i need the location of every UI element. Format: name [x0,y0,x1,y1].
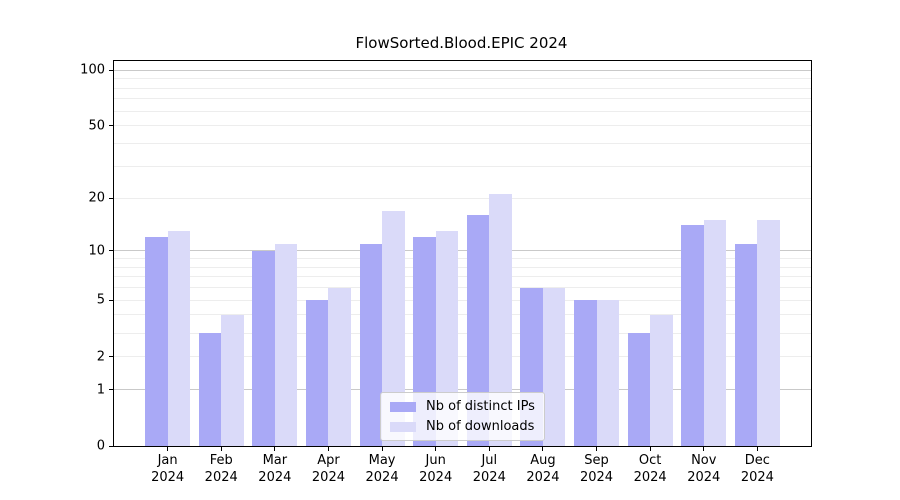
bar-distinct-ips [198,333,222,446]
x-tick [488,447,490,451]
y-tick [109,356,113,358]
bar-distinct-ips [574,300,597,446]
major-gridline [114,69,811,71]
bar-downloads [328,287,351,446]
major-gridline [114,389,811,391]
y-tick-label: 5 [96,292,105,308]
y-tick [109,389,113,391]
x-tick [381,447,383,451]
y-tick [109,250,113,252]
legend-label-downloads: Nb of downloads [426,419,535,434]
bar-downloads [382,210,405,446]
y-tick [109,125,113,127]
y-tick [109,69,113,71]
bar-distinct-ips [252,250,275,446]
minor-gridline [114,110,811,112]
minor-gridline [114,314,811,316]
x-tick [327,447,329,451]
minor-gridline [114,125,811,127]
legend-swatch-distinct-ips [390,401,416,412]
bar-downloads [167,231,191,446]
y-tick [109,197,113,199]
y-tick-label: 10 [88,243,105,259]
x-tick-label: Mar 2024 [258,453,292,485]
minor-gridline [114,266,811,268]
x-tick-label: Jan 2024 [151,453,185,485]
legend-item-downloads: Nb of downloads [390,419,535,434]
x-tick-label: Jul 2024 [472,453,506,485]
x-tick [649,447,651,451]
major-gridline [114,250,811,252]
bar-distinct-ips [681,225,704,446]
x-tick [542,447,544,451]
x-tick [756,447,758,451]
bar-downloads [757,220,780,446]
plot-area: 0 1 2 5 10 20 50 100 Jan 2024 Feb 2024 Mar 2024 Apr… [80,60,812,485]
bar-downloads [489,194,512,446]
x-tick [596,447,598,451]
y-tick-label: 2 [96,349,105,365]
x-tick-label: Dec 2024 [740,453,774,485]
y-tick-label: 50 [88,118,105,134]
minor-gridline [114,257,811,259]
x-tick-label: Aug 2024 [526,453,560,485]
x-tick-label: Nov 2024 [687,453,721,485]
bar-distinct-ips [305,300,329,446]
bar-distinct-ips [734,243,758,446]
bar-distinct-ips [359,243,383,446]
y-tick-label: 0 [96,438,105,454]
bar-distinct-ips [466,215,490,446]
bar-downloads [274,243,298,446]
x-tick [435,447,437,451]
y-tick-label: 1 [96,382,105,398]
legend-label-distinct-ips: Nb of distinct IPs [426,399,535,414]
minor-gridline [114,356,811,358]
legend-swatch-downloads [390,421,416,432]
x-tick-label: Feb 2024 [204,453,238,485]
chart-title: FlowSorted.Blood.EPIC 2024 [355,34,568,52]
x-tick-label: Apr 2024 [311,453,345,485]
y-tick-label: 20 [88,190,105,206]
minor-gridline [114,299,811,301]
minor-gridline [114,197,811,199]
x-tick-label: May 2024 [365,453,399,485]
y-tick [109,299,113,301]
x-tick-label: Oct 2024 [633,453,667,485]
bar-downloads [221,314,244,446]
minor-gridline [114,165,811,167]
x-tick [167,447,169,451]
minor-gridline [114,276,811,278]
minor-gridline [114,143,811,145]
minor-gridline [114,87,811,89]
minor-gridline [114,287,811,289]
x-tick-label: Jun 2024 [419,453,453,485]
bar-downloads [542,287,566,446]
minor-gridline [114,98,811,100]
bar-distinct-ips [627,333,651,446]
legend-item-distinct-ips: Nb of distinct IPs [390,399,535,414]
legend: Nb of distinct IPs Nb of downloads [380,392,545,441]
bar-downloads [703,220,727,446]
minor-gridline [114,332,811,334]
y-tick-label: 100 [80,62,105,78]
bar-downloads [596,300,620,446]
x-tick [220,447,222,451]
y-tick [109,445,113,447]
bar-downloads [650,314,673,446]
bar-distinct-ips [145,237,168,446]
x-tick-label: Sep 2024 [579,453,614,485]
x-tick [274,447,276,451]
x-tick [703,447,705,451]
minor-gridline [114,78,811,80]
